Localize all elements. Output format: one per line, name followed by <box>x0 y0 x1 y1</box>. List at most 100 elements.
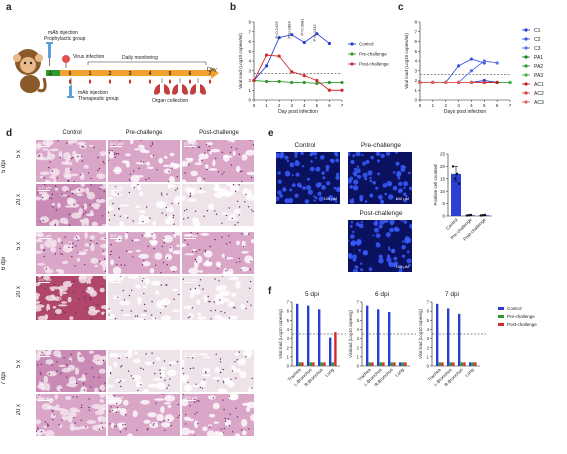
x-tick-label: 0 <box>419 103 422 108</box>
nucleus-dot <box>369 267 373 271</box>
data-point-Pre-challenge <box>303 81 306 84</box>
histology-scale-bar <box>38 146 50 147</box>
nucleus-dot <box>297 183 302 188</box>
histology-image: 100 μM <box>36 184 106 226</box>
nucleus-dot <box>333 187 336 190</box>
x-tick-label: 3 <box>290 103 293 108</box>
nucleus-dot <box>310 160 313 163</box>
nucleus-dot <box>353 258 357 262</box>
data-point-C2 <box>457 64 460 67</box>
histology-col-post: Post-challenge <box>182 130 256 136</box>
if-scale-control: 100 μM <box>324 196 337 201</box>
data-point-Post-challenge <box>278 55 281 58</box>
y-axis-label: Positive cell counted <box>433 164 438 206</box>
y-tick-label: 0 <box>287 364 290 369</box>
nucleus-dot <box>315 167 320 172</box>
y-axis-label: Viral load (Log10 copies/g) <box>278 309 283 359</box>
nucleus-dot <box>397 171 402 176</box>
legend-swatch-Post-challenge <box>498 323 504 326</box>
x-tick-label: 1 <box>265 103 268 108</box>
nucleus-dot <box>350 234 355 239</box>
nucleus-dot <box>353 179 358 184</box>
legend-swatch-Control <box>498 307 504 310</box>
histology-image: 100 μM <box>182 184 254 226</box>
nucleus-dot <box>395 152 398 154</box>
histology-day-5: 5 dpi <box>1 160 7 173</box>
p-value-annotation: P=0.1884 <box>287 21 292 39</box>
data-point-C3 <box>483 59 486 62</box>
x-tick-label: 2 <box>278 103 281 108</box>
bar-Post-challenge-R-Bronchus <box>463 362 465 366</box>
nucleus-dot <box>378 258 383 263</box>
prophylactic-label: Prophylactic group <box>44 36 85 42</box>
y-tick-label: 8 <box>414 20 417 25</box>
nucleus-dot <box>306 185 311 190</box>
nucleus-dot <box>302 186 306 190</box>
x-axis-label: Day post infection <box>278 109 318 115</box>
histology-image: 100 μM <box>182 276 254 320</box>
chart-f-title-1: 6 dpi <box>375 291 389 298</box>
bar-Post-challenge-Lung <box>404 362 406 366</box>
bar-Pre-challenge-R-Bronchus <box>461 362 463 366</box>
bar-Pre-challenge-L-Bronchus <box>310 362 312 366</box>
nucleus-dot <box>358 249 361 252</box>
y-tick-label: 5 <box>442 201 445 206</box>
nucleus-dot <box>360 268 363 271</box>
bar-Pre-challenge-Trachea <box>369 362 371 366</box>
histology-day-6: 6 dpi <box>1 257 7 270</box>
y-tick-label: 7 <box>287 300 290 305</box>
chart-f-title-0: 5 dpi <box>305 291 319 298</box>
nucleus-dot <box>294 194 298 198</box>
y-tick-label: 2 <box>287 345 290 350</box>
panel-label-a: a <box>6 2 12 13</box>
x-axis-label: Days post infection <box>444 109 486 115</box>
y-tick-label: 7 <box>414 29 417 34</box>
data-point-Pre-challenge <box>265 80 268 83</box>
nucleus-dot <box>335 176 339 180</box>
y-tick-label: 4 <box>357 327 360 332</box>
nucleus-dot <box>360 263 362 265</box>
nucleus-dot <box>385 193 388 196</box>
data-point-Post-challenge <box>290 70 293 73</box>
histology-scale-bar <box>184 146 196 147</box>
legend-label-C3: C3 <box>534 46 541 52</box>
y-tick-label: 2 <box>427 345 430 350</box>
chart-c-svg: 01234567801234567Days post infectionVira… <box>398 10 564 122</box>
nucleus-dot <box>350 225 353 228</box>
nucleus-dot <box>379 255 383 259</box>
nucleus-dot <box>353 185 358 190</box>
nucleus-dot <box>320 155 325 160</box>
nucleus-dot <box>407 259 412 264</box>
y-tick-label: 0 <box>414 98 417 103</box>
y-tick-label: 6 <box>248 39 251 44</box>
nucleus-dot <box>348 240 349 242</box>
histology-image: 500 μM <box>182 232 254 274</box>
data-point-Post-challenge <box>328 89 331 92</box>
nucleus-dot <box>376 222 378 224</box>
x-tick-label: 1 <box>432 103 435 108</box>
y-tick-label: 0 <box>248 98 251 103</box>
bar-Pre-challenge-Trachea <box>299 362 301 366</box>
legend-label-PA2: PA2 <box>534 64 543 70</box>
x-tick-label: 7 <box>341 103 344 108</box>
histology-image: 500 μM <box>182 140 254 182</box>
therapeutic-label: Therapeutic group <box>78 96 119 102</box>
y-tick-label: 8 <box>248 20 251 25</box>
nucleus-dot <box>325 165 329 169</box>
y-tick-label: 4 <box>414 59 417 64</box>
y-tick-label: 0 <box>357 364 360 369</box>
y-tick-label: 1 <box>357 354 360 359</box>
legend-label-PA3: PA3 <box>534 73 543 79</box>
nucleus-dot <box>307 178 310 181</box>
nucleus-dot <box>294 152 298 155</box>
blood-drop-icon <box>129 79 131 84</box>
histology-image: 500 μM <box>36 232 106 274</box>
nucleus-dot <box>356 266 359 269</box>
histology-scale-bar <box>110 282 122 283</box>
nucleus-dot <box>305 199 310 204</box>
y-tick-label: 3 <box>248 68 251 73</box>
y-tick-label: 4 <box>287 327 290 332</box>
bar-Control-Trachea <box>366 306 368 366</box>
nucleus-dot <box>403 181 408 186</box>
y-axis-label: Viral load (Log10 copies/ml) <box>404 33 409 89</box>
